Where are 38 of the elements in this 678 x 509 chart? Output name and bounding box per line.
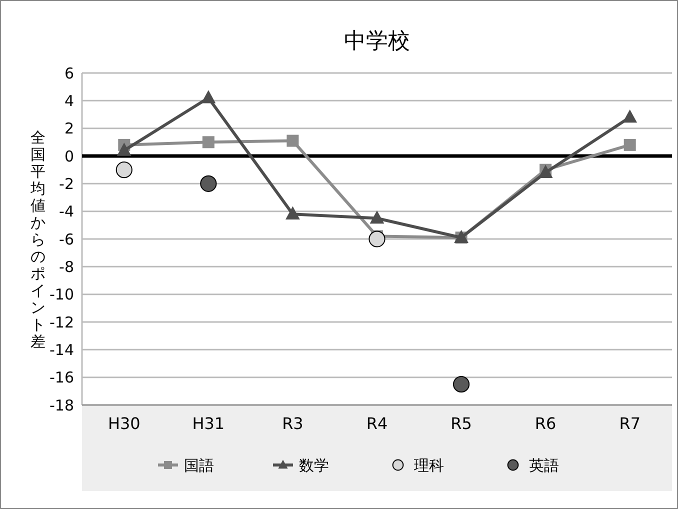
legend-label: 英語 <box>529 456 559 474</box>
x-tick-label: R6 <box>534 414 556 433</box>
y-tick-label: -14 <box>50 340 74 359</box>
y-tick-label: 2 <box>64 120 74 138</box>
y-tick-label: 4 <box>64 92 74 110</box>
x-tick-label: R7 <box>619 414 641 433</box>
point <box>452 376 470 393</box>
legend-label: 数学 <box>299 456 329 474</box>
point <box>370 210 384 224</box>
point <box>202 136 214 148</box>
y-tick-label: -18 <box>50 396 74 414</box>
point <box>116 162 132 178</box>
y-tick-label: -2 <box>59 174 74 193</box>
point <box>286 134 299 147</box>
y-tick-label: -8 <box>59 258 74 276</box>
chart-title: 中学校 <box>344 29 410 54</box>
x-tick-label: R4 <box>366 414 388 433</box>
y-tick-label: -16 <box>50 368 74 387</box>
x-tick-label: H31 <box>192 414 225 433</box>
x-tick-label: H30 <box>108 414 140 433</box>
y-tick-label: -4 <box>59 202 74 221</box>
text: 全国平均値からのポイント差 <box>30 128 46 350</box>
point <box>116 142 132 156</box>
point <box>624 138 636 151</box>
y-tick-label: 0 <box>64 147 74 166</box>
point <box>622 109 638 123</box>
x-tick-label: R3 <box>282 414 304 433</box>
legend-label: 国語 <box>184 456 214 474</box>
legend-label: 理科 <box>414 456 444 474</box>
point <box>368 230 386 248</box>
point <box>201 90 216 104</box>
y-tick-label: 6 <box>64 64 74 82</box>
point <box>286 206 300 220</box>
y-tick-label: -6 <box>59 230 74 248</box>
y-tick-label: -10 <box>50 286 74 304</box>
y-tick-label: -12 <box>50 313 74 332</box>
point <box>200 175 217 192</box>
x-tick-label: R5 <box>450 414 472 433</box>
